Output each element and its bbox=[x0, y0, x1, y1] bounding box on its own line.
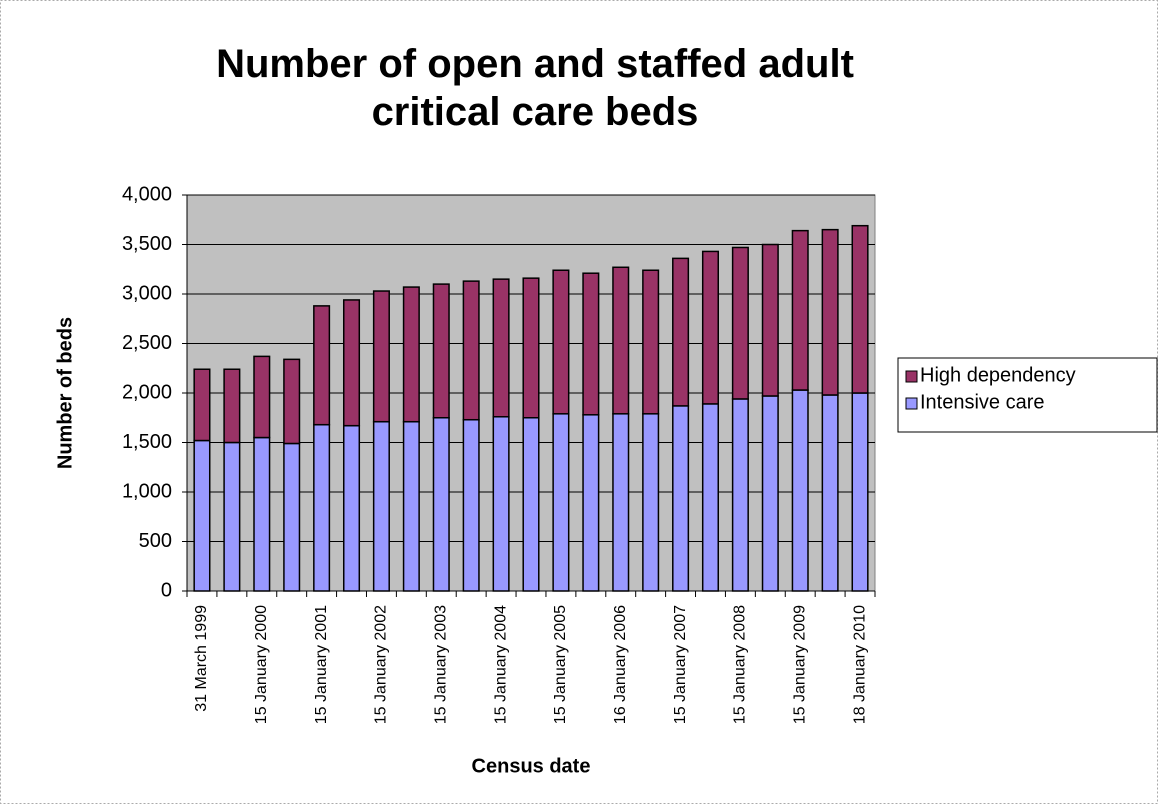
bar-segment bbox=[492, 416, 510, 592]
bar-segment bbox=[342, 299, 361, 427]
y-axis-label: Number of beds bbox=[54, 317, 76, 469]
x-tick-label: 15 January 2007 bbox=[672, 605, 689, 724]
legend-swatch bbox=[905, 397, 918, 410]
y-tick-label: 1,000 bbox=[122, 480, 172, 502]
bar-segment bbox=[313, 423, 331, 592]
bar-segment bbox=[223, 368, 241, 444]
bar-segment bbox=[492, 278, 510, 418]
bar-segment bbox=[402, 286, 420, 423]
bar-segment bbox=[462, 418, 480, 592]
bar-segment bbox=[761, 395, 779, 592]
x-tick-label: 15 January 2003 bbox=[432, 605, 449, 724]
bar-segment bbox=[432, 283, 450, 419]
y-tick-label: 2,000 bbox=[122, 381, 172, 403]
bar-segment bbox=[193, 368, 211, 442]
bar-segment bbox=[462, 280, 480, 421]
bar-segment bbox=[582, 272, 600, 416]
bar-segment bbox=[851, 392, 869, 592]
bar-segment bbox=[193, 439, 211, 592]
y-tick-label: 1,500 bbox=[122, 431, 172, 453]
x-tick-label: 15 January 2004 bbox=[492, 605, 509, 724]
legend-swatch bbox=[905, 370, 918, 383]
bar-segment bbox=[701, 403, 720, 592]
x-tick-label: 15 January 2005 bbox=[552, 605, 569, 724]
legend-label: Intensive care bbox=[920, 391, 1045, 413]
x-tick-label: 15 January 2001 bbox=[313, 605, 330, 724]
bar-segment bbox=[223, 441, 241, 592]
bar-segment bbox=[522, 417, 540, 592]
bar-segment bbox=[672, 405, 690, 592]
bar-segment bbox=[522, 277, 540, 419]
y-tick-label: 0 bbox=[161, 579, 172, 601]
bar-segment bbox=[253, 436, 271, 592]
bar-segment bbox=[552, 269, 570, 415]
bar-segment bbox=[582, 414, 600, 592]
x-tick-label: 18 January 2010 bbox=[851, 605, 868, 724]
bar-segment bbox=[851, 224, 869, 394]
bar-segment bbox=[283, 358, 301, 445]
bar-segment bbox=[552, 413, 570, 592]
bar-segment bbox=[372, 420, 390, 592]
bar-segment bbox=[642, 413, 660, 592]
bar-segment bbox=[761, 243, 779, 397]
legend-box bbox=[897, 357, 1158, 433]
x-tick-label: 15 January 2009 bbox=[791, 605, 808, 724]
bar-segment bbox=[432, 417, 450, 592]
chart-title: Number of open and staffed adult critica… bbox=[216, 42, 854, 134]
legend-label: High dependency bbox=[920, 364, 1076, 386]
x-tick-label: 31 March 1999 bbox=[193, 605, 210, 712]
y-tick-label: 3,000 bbox=[122, 282, 172, 304]
x-tick-label: 15 January 2000 bbox=[253, 605, 270, 724]
y-tick-label: 500 bbox=[139, 530, 172, 552]
bar-segment bbox=[821, 228, 839, 396]
bar-segment bbox=[612, 266, 630, 415]
bar-segment bbox=[612, 413, 630, 592]
x-tick-label: 15 January 2002 bbox=[373, 605, 390, 724]
bar-segment bbox=[642, 269, 660, 415]
bar-segment bbox=[731, 246, 749, 400]
bar-segment bbox=[342, 424, 361, 592]
x-tick-label: 16 January 2006 bbox=[612, 605, 629, 724]
bar-segment bbox=[402, 420, 420, 592]
bar-segment bbox=[313, 305, 331, 426]
bar-segment bbox=[731, 398, 749, 592]
bar-segment bbox=[701, 250, 720, 405]
bar-segment bbox=[672, 257, 690, 407]
x-tick-label: 15 January 2008 bbox=[732, 605, 749, 724]
y-tick-label: 4,000 bbox=[122, 183, 172, 205]
bar-segment bbox=[253, 355, 271, 439]
x-axis-label: Census date bbox=[472, 755, 591, 777]
bar-segment bbox=[791, 229, 809, 391]
bar-segment bbox=[283, 442, 301, 592]
bar-segment bbox=[372, 290, 390, 423]
y-tick-label: 3,500 bbox=[122, 233, 172, 255]
bar-segment bbox=[821, 394, 839, 592]
bar-segment bbox=[791, 389, 809, 592]
y-tick-label: 2,500 bbox=[122, 332, 172, 354]
